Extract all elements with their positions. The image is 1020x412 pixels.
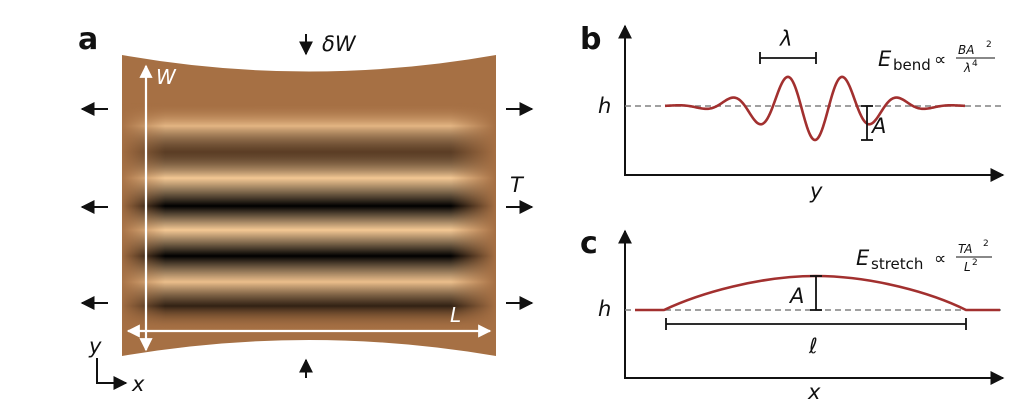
panel-c-length-label: ℓ [808,334,818,358]
stretching-energy-denominator-exponent: 2 [972,258,978,268]
bending-energy-symbol: E [878,47,892,71]
panel-b-amplitude-label: A [870,114,886,138]
length-label: L [450,303,461,327]
bending-energy-numerator: BA [958,43,974,57]
bending-energy-denominator-exponent: 4 [972,59,978,69]
bending-energy-subscript: bend [893,56,931,74]
stretching-energy-numerator: TA [958,242,972,256]
coord-y-label: y [88,334,102,358]
stretching-profile-curve [635,274,1000,312]
bending-energy-relation: ∝ [934,50,946,70]
stretching-energy-formula: E stretch ∝ TA 2 L 2 [856,239,992,274]
width-label: W [156,65,177,89]
stretching-energy-denominator: L [964,260,971,274]
tension-label: T [510,173,525,197]
stretching-energy-relation: ∝ [934,249,946,269]
coord-x-label: x [131,372,145,396]
panel-c-label: c [580,226,598,261]
stretching-energy-symbol: E [856,246,870,270]
sheet-wrinkles [122,55,496,356]
panel-b-label: b [580,22,601,57]
panel-a: a W L δW T y x [78,22,534,396]
wavelength-label: λ [779,27,792,51]
panel-b-x-axis-label: y [809,179,823,203]
panel-b-baseline-label: h [598,94,611,118]
panel-c-amplitude-label: A [788,284,804,308]
panel-a-label: a [78,22,98,57]
compression-label: δW [322,32,357,56]
stretching-energy-subscript: stretch [871,255,923,273]
wrinkled-sheet [122,55,496,356]
bending-wave-curve [664,75,966,142]
bending-energy-formula: E bend ∝ BA 2 λ 4 [878,40,995,75]
bending-energy-numerator-exponent: 2 [986,40,992,50]
panel-c-baseline-label: h [598,297,611,321]
stretching-energy-numerator-exponent: 2 [983,239,989,249]
panel-c-x-axis-label: x [807,380,821,404]
panel-b: b h λ A y E bend ∝ BA 2 λ 4 [580,22,1005,203]
panel-c: c h A ℓ x E stretch ∝ TA 2 L 2 [580,226,1005,404]
bending-energy-denominator: λ [963,61,971,75]
